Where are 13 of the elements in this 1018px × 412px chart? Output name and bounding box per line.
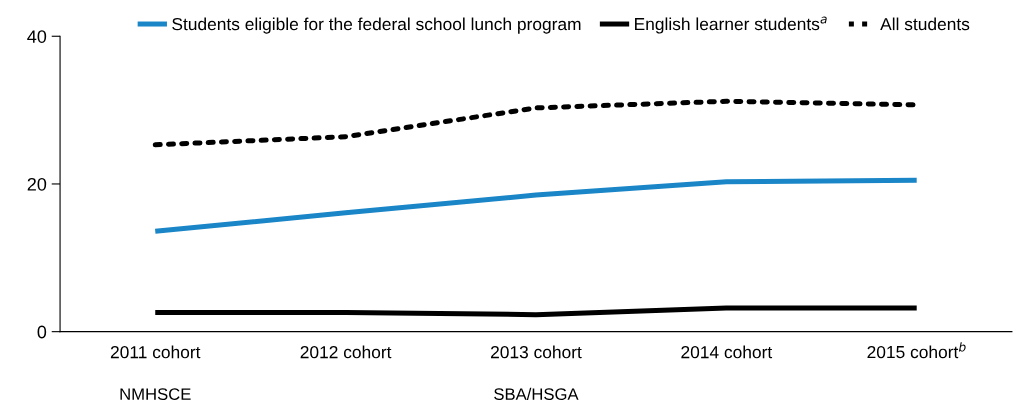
legend-label: English learner students$^{a}$ bbox=[635, 16, 827, 34]
legend-label: Students eligible for the federal school lunch program bbox=[172, 17, 581, 34]
text: NMHSCE bbox=[120, 388, 191, 401]
y-tick-label: 40 bbox=[27, 30, 47, 43]
text: SBA/HSGA bbox=[494, 387, 579, 401]
legend-label: All students bbox=[880, 17, 970, 31]
y-tick-label: 20 bbox=[27, 177, 47, 191]
y-tick-label: 0 bbox=[37, 325, 47, 339]
x-tick-label: 2013 cohort bbox=[491, 345, 582, 359]
x-tick-label: 2011 cohort bbox=[110, 345, 201, 359]
x-tick-label: 2015 cohort$^{b}$ bbox=[867, 342, 966, 359]
x-tick-label: 2012 cohort bbox=[300, 345, 392, 359]
x-tick-label: 2014 cohort bbox=[681, 345, 773, 359]
